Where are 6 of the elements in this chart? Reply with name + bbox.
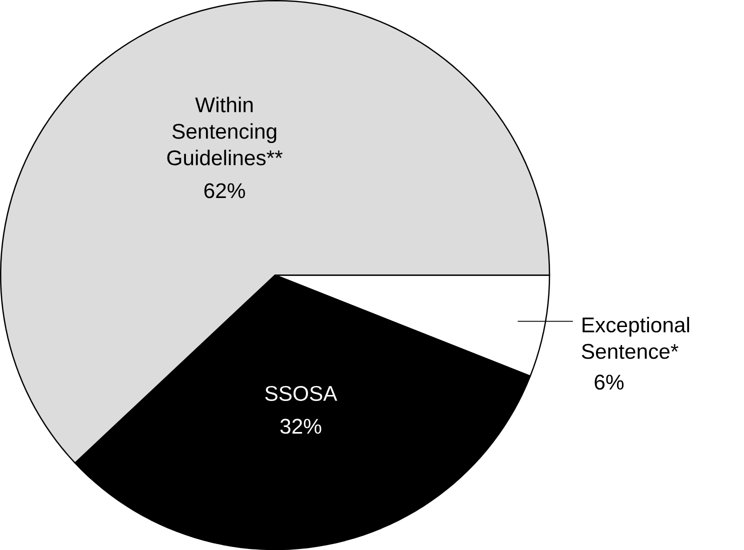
slice-label: SSOSA [265, 386, 338, 401]
data-label: 62% [204, 183, 245, 198]
data-label: 32% [280, 418, 322, 434]
slice-label: Within Sentencing Guidelines** [167, 96, 283, 166]
data-label: 6% [594, 374, 624, 390]
slice-label: Exceptional Sentence* [582, 316, 690, 359]
